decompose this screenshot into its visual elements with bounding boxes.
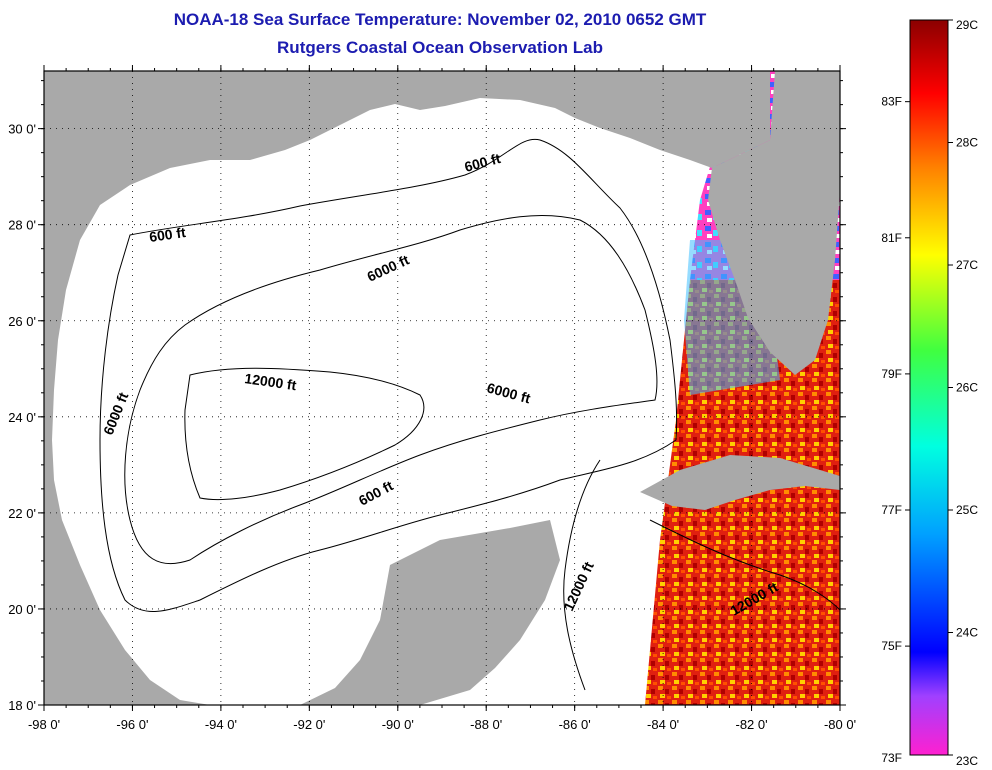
x-tick-label: -94 0' <box>205 717 237 732</box>
x-tick-label: -80 0' <box>824 717 856 732</box>
axes: -98 0' -96 0' -94 0' -92 0' -90 0' -88 0' -86 … <box>8 65 856 732</box>
y-tick-label: 24 0' <box>8 410 36 425</box>
x-tick-label: -98 0' <box>28 717 60 732</box>
y-tick-label: 26 0' <box>8 314 36 329</box>
y-tick-label: 30 0' <box>8 122 36 137</box>
x-tick-label: -96 0' <box>116 717 148 732</box>
x-tick-label: -92 0' <box>293 717 325 732</box>
fahrenheit-label: 73F <box>881 751 902 765</box>
fahrenheit-label: 75F <box>881 639 902 653</box>
isobath-6000ft <box>124 214 658 565</box>
fahrenheit-label: 77F <box>881 503 902 517</box>
isobaths <box>99 138 840 691</box>
fahrenheit-label: 81F <box>881 231 902 245</box>
celsius-label: 27C <box>956 258 978 272</box>
color-bar <box>909 19 949 756</box>
graticule <box>44 71 840 705</box>
isobath-600ft <box>99 138 678 613</box>
depth-label: 12000 ft <box>244 370 298 393</box>
depth-label: 600 ft <box>148 224 187 245</box>
y-tick-label: 18 0' <box>8 698 36 713</box>
color-bar-labels: 29C 28C 27C 26C 25C 24C 23C 83F 81F 79F 77F 75F 73F <box>881 18 978 768</box>
celsius-label: 25C <box>956 503 978 517</box>
land-north-west <box>44 71 770 705</box>
land-florida <box>708 71 840 375</box>
fahrenheit-label: 79F <box>881 367 902 381</box>
land-yucatan <box>300 520 560 705</box>
y-tick-label: 22 0' <box>8 506 36 521</box>
map-title: NOAA-18 Sea Surface Temperature: Novembe… <box>173 10 707 29</box>
isobath-caribbean <box>563 459 840 691</box>
celsius-label: 29C <box>956 18 978 32</box>
celsius-label: 24C <box>956 626 978 640</box>
x-tick-label: -88 0' <box>470 717 502 732</box>
x-tick-label: -86 0' <box>559 717 591 732</box>
map-subtitle: Rutgers Coastal Ocean Observation Lab <box>277 38 603 57</box>
isobath-12000ft <box>184 367 425 501</box>
celsius-label: 26C <box>956 381 978 395</box>
x-tick-label: -90 0' <box>382 717 414 732</box>
y-tick-label: 20 0' <box>8 602 36 617</box>
celsius-label: 23C <box>956 754 978 768</box>
x-tick-label: -82 0' <box>735 717 767 732</box>
y-tick-label: 28 0' <box>8 218 36 233</box>
land <box>44 71 840 705</box>
celsius-label: 28C <box>956 136 978 150</box>
land-cuba <box>640 455 840 510</box>
x-tick-label: -84 0' <box>647 717 679 732</box>
fahrenheit-label: 83F <box>881 95 902 109</box>
